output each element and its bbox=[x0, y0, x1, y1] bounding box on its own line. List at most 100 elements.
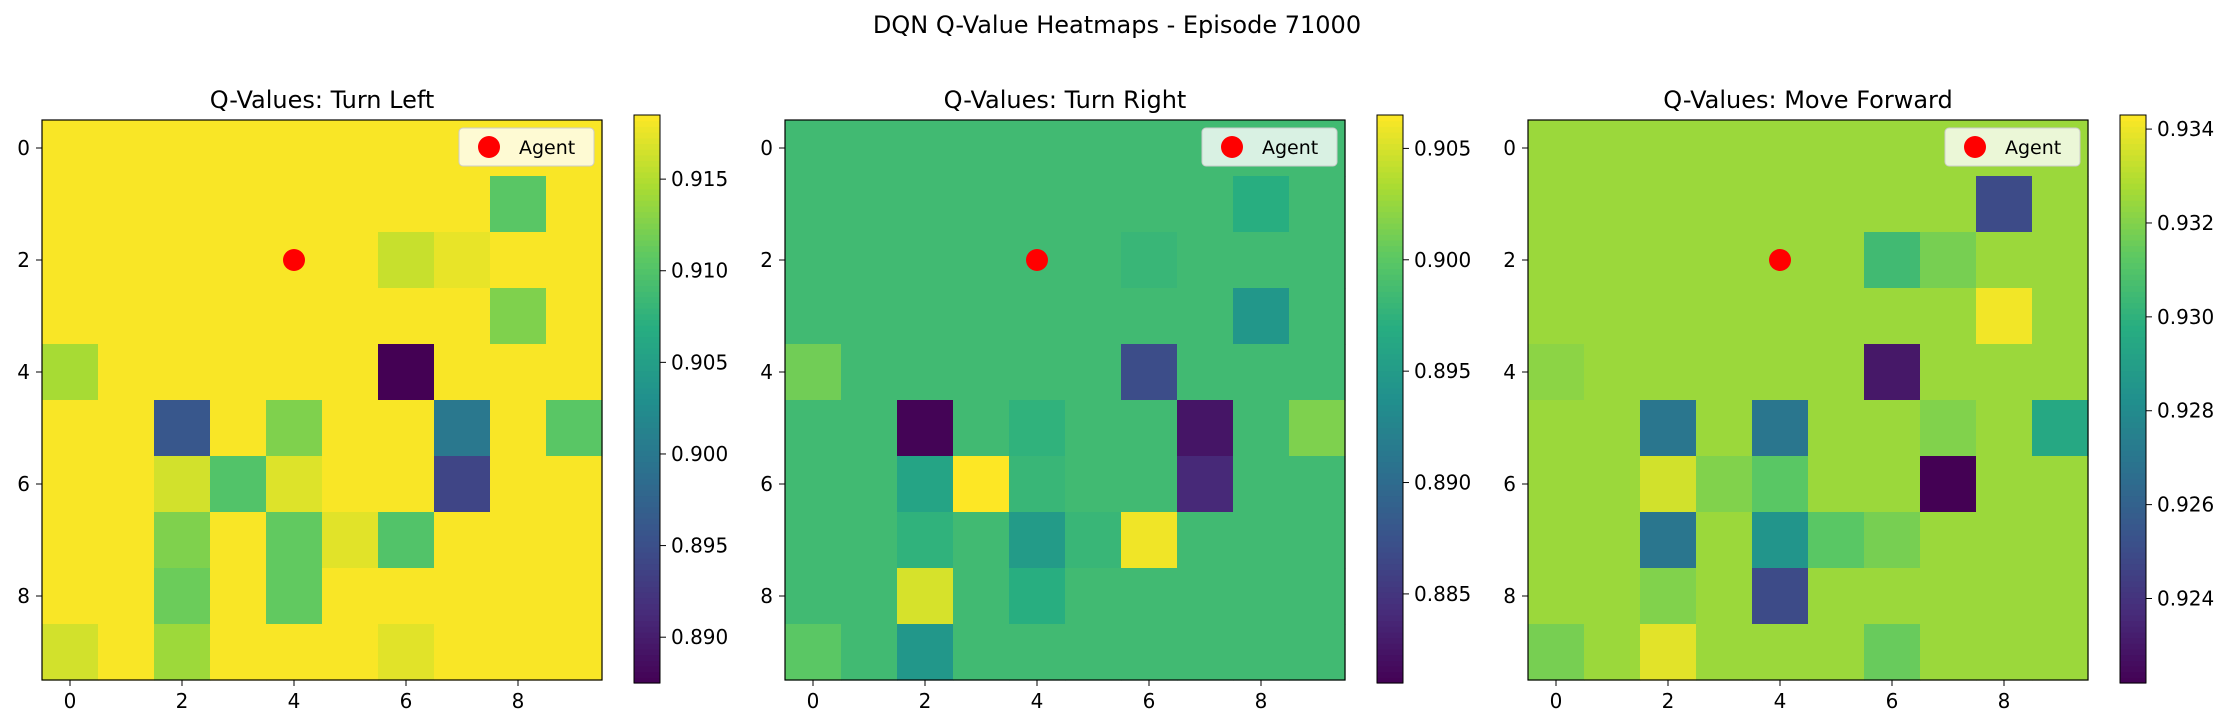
heatmap-cell bbox=[1528, 456, 1585, 513]
heatmap-cell bbox=[1065, 288, 1122, 345]
heatmap-cell bbox=[154, 344, 211, 401]
colorbar-segment bbox=[2120, 234, 2146, 241]
colorbar-segment bbox=[1377, 279, 1403, 286]
heatmap-cell bbox=[322, 176, 379, 233]
heatmap-cell bbox=[210, 456, 267, 513]
colorbar-segment bbox=[634, 404, 660, 411]
heatmap-cell bbox=[266, 456, 323, 513]
heatmap-cell bbox=[1976, 288, 2033, 345]
colorbar-segment bbox=[634, 648, 660, 656]
colorbar-segment bbox=[634, 120, 660, 127]
heatmap-cell bbox=[1808, 344, 1865, 401]
colorbar-segment bbox=[1377, 523, 1403, 531]
colorbar-segment bbox=[634, 188, 660, 196]
heatmap-cell bbox=[1920, 456, 1977, 513]
colorbar-segment bbox=[1377, 416, 1403, 423]
colorbar-tick-label: 0.930 bbox=[2157, 305, 2214, 329]
x-tick-label: 0 bbox=[807, 689, 820, 713]
colorbar-segment bbox=[2120, 523, 2146, 531]
heatmap-cell bbox=[1752, 120, 1809, 177]
colorbar-segment bbox=[1377, 558, 1403, 565]
heatmap-cell bbox=[1752, 288, 1809, 345]
heatmap-cell bbox=[1864, 456, 1921, 513]
heatmap-cell bbox=[98, 176, 155, 233]
colorbar-segment bbox=[1377, 308, 1403, 315]
colorbar-segment bbox=[634, 541, 660, 548]
heatmap-cell bbox=[1808, 512, 1865, 569]
colorbar-segment bbox=[1377, 648, 1403, 656]
x-tick-label: 4 bbox=[1031, 689, 1044, 713]
colorbar-segment bbox=[634, 194, 660, 201]
colorbar-segment bbox=[634, 347, 660, 355]
heatmap-cell bbox=[1289, 176, 1346, 233]
colorbar-segment bbox=[1377, 495, 1403, 502]
heatmap-cell bbox=[1009, 288, 1066, 345]
colorbar-segment bbox=[2120, 330, 2146, 338]
heatmap-cell bbox=[1976, 568, 2033, 625]
colorbar-segment bbox=[1377, 166, 1403, 173]
colorbar-tick-label: 0.900 bbox=[671, 442, 728, 466]
heatmap-cell bbox=[785, 176, 842, 233]
colorbar-segment bbox=[1377, 586, 1403, 593]
colorbar-segment bbox=[1377, 421, 1403, 428]
x-tick-label: 4 bbox=[288, 689, 301, 713]
colorbar-segment bbox=[1377, 467, 1403, 474]
heatmap-cell bbox=[434, 288, 491, 345]
heatmap-cell bbox=[42, 176, 99, 233]
colorbar-segment bbox=[1377, 228, 1403, 235]
heatmap-cell bbox=[953, 456, 1010, 513]
colorbar-segment bbox=[2120, 495, 2146, 502]
heatmap-cell bbox=[1584, 512, 1641, 569]
colorbar-segment bbox=[1377, 563, 1403, 570]
heatmap-cell bbox=[897, 624, 954, 681]
colorbar-segment bbox=[1377, 427, 1403, 434]
heatmap-cell bbox=[266, 400, 323, 457]
heatmap-cell bbox=[490, 288, 547, 345]
heatmap-cell bbox=[953, 512, 1010, 569]
heatmap-cell bbox=[1752, 512, 1809, 569]
colorbar-segment bbox=[1377, 347, 1403, 355]
colorbar-segment bbox=[634, 603, 660, 610]
heatmap-cell bbox=[953, 232, 1010, 289]
colorbar-segment bbox=[2120, 302, 2146, 309]
heatmap-cell bbox=[897, 120, 954, 177]
heatmap-cell bbox=[1920, 624, 1977, 681]
colorbar-segment bbox=[2120, 614, 2146, 622]
heatmap-cell bbox=[1121, 120, 1178, 177]
colorbar-segment bbox=[634, 620, 660, 627]
heatmap-cell bbox=[1976, 176, 2033, 233]
legend: Agent bbox=[1201, 127, 1338, 167]
x-tick-label: 2 bbox=[176, 689, 189, 713]
colorbar-segment bbox=[634, 506, 660, 514]
heatmap-cell bbox=[1177, 456, 1234, 513]
heatmap-cell bbox=[154, 288, 211, 345]
heatmap-cell bbox=[1640, 568, 1697, 625]
colorbar-segment bbox=[2120, 257, 2146, 264]
colorbar: 0.885 0.890 0.895 0.900 0.905 bbox=[1376, 114, 1471, 684]
heatmap-cell bbox=[1584, 232, 1641, 289]
colorbar-segment bbox=[634, 580, 660, 588]
colorbar-segment bbox=[1377, 535, 1403, 542]
colorbar-segment bbox=[634, 336, 660, 343]
heatmap-cell bbox=[1528, 232, 1585, 289]
heatmap-cell bbox=[42, 568, 99, 625]
colorbar-segment bbox=[1377, 205, 1403, 213]
colorbar-segment bbox=[1377, 257, 1403, 264]
heatmap-cell bbox=[210, 288, 267, 345]
colorbar-segment bbox=[634, 654, 660, 661]
colorbar-segment bbox=[634, 313, 660, 321]
colorbar-segment bbox=[1377, 393, 1403, 400]
heatmap-cell bbox=[42, 624, 99, 681]
x-tick-label: 2 bbox=[1662, 689, 1675, 713]
heatmap-cell bbox=[546, 344, 603, 401]
colorbar-segment bbox=[2120, 364, 2146, 372]
heatmap-cell bbox=[42, 400, 99, 457]
y-tick-label: 2 bbox=[1503, 248, 1516, 272]
agent-marker bbox=[1026, 249, 1048, 271]
colorbar-segment bbox=[2120, 319, 2146, 326]
colorbar-frame bbox=[2119, 114, 2147, 684]
colorbar-segment bbox=[634, 370, 660, 377]
colorbar-segment bbox=[2120, 637, 2146, 644]
colorbar-segment bbox=[2120, 171, 2146, 179]
axes-frame bbox=[784, 119, 1346, 681]
